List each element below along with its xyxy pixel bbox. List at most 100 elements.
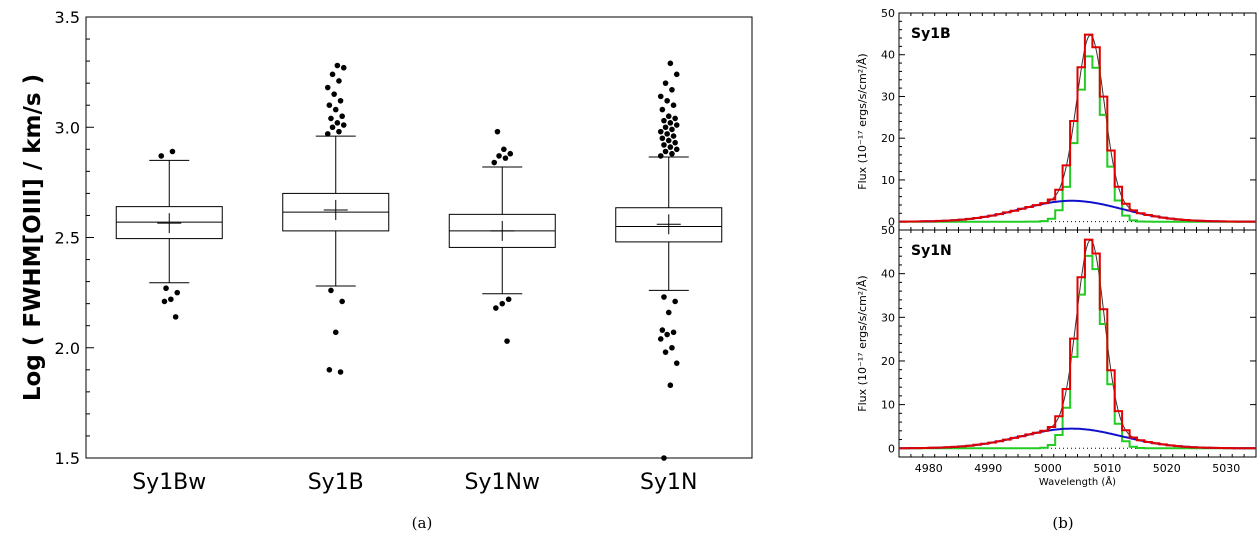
outlier-point xyxy=(158,153,165,159)
outlier-point xyxy=(667,144,674,150)
outlier-point xyxy=(336,128,342,135)
outlier-point xyxy=(657,336,664,342)
x-tick-label: 5030 xyxy=(1212,462,1240,475)
outlier-point xyxy=(661,117,667,124)
outlier-point xyxy=(659,135,666,142)
y-tick-label: 20 xyxy=(881,132,895,145)
x-tick-label: 5000 xyxy=(1034,462,1062,475)
x-axis-label: Wavelength (Å) xyxy=(1039,475,1116,488)
outlier-point xyxy=(673,122,680,128)
outlier-point xyxy=(669,126,675,133)
outlier-point xyxy=(664,131,670,137)
outlier-point xyxy=(340,122,347,128)
outlier-point xyxy=(665,309,672,316)
broad-component-line xyxy=(899,199,1256,223)
outlier-point xyxy=(667,60,674,67)
outlier-point xyxy=(672,139,678,146)
category-label: Sy1Bw xyxy=(132,470,206,495)
narrow-component-line xyxy=(899,55,1256,223)
outlier-point xyxy=(662,349,669,355)
outlier-point xyxy=(673,71,680,78)
y-tick-label: 30 xyxy=(881,311,895,324)
outlier-point xyxy=(337,369,344,375)
outlier-point xyxy=(659,106,666,113)
outlier-point xyxy=(661,455,667,461)
x-tick-label: 4980 xyxy=(915,462,943,475)
outlier-point xyxy=(328,287,334,294)
outlier-point xyxy=(501,146,507,153)
outlier-point xyxy=(665,137,672,144)
outlier-point xyxy=(657,93,664,100)
y-tick-label: 10 xyxy=(881,174,895,187)
outlier-point xyxy=(507,150,514,157)
outlier-point xyxy=(664,331,670,338)
y-tick-label: 0 xyxy=(888,442,895,455)
outlier-point xyxy=(672,298,678,305)
outlier-point xyxy=(669,344,675,351)
outlier-point xyxy=(336,78,342,84)
outlier-point xyxy=(334,62,341,69)
total-fit-line xyxy=(899,33,1256,223)
y-tick-label: 3.5 xyxy=(55,8,80,27)
outlier-point xyxy=(339,113,345,120)
y-tick-label: 50 xyxy=(881,7,895,20)
outlier-point xyxy=(670,102,677,108)
outlier-point xyxy=(326,367,333,373)
outlier-point xyxy=(161,298,168,305)
outlier-point xyxy=(673,146,680,153)
outlier-point xyxy=(669,150,675,157)
outlier-point xyxy=(499,300,506,307)
outlier-point xyxy=(662,80,669,86)
panel-label: Sy1N xyxy=(911,243,952,259)
outlier-point xyxy=(491,159,498,166)
outlier-point xyxy=(324,131,331,137)
outlier-point xyxy=(662,124,669,131)
broad-component-line xyxy=(899,427,1256,450)
outlier-point xyxy=(324,84,331,91)
y-tick-label: 2.0 xyxy=(55,339,80,358)
outlier-point xyxy=(340,64,347,71)
y-tick-label: 30 xyxy=(881,90,895,103)
y-tick-label: 0 xyxy=(888,216,895,229)
outlier-point xyxy=(339,298,345,305)
outlier-point xyxy=(328,115,334,122)
y-tick-label: 1.5 xyxy=(55,449,80,468)
spectra-panel: 0 10 20 30 40 50 Flux (10⁻¹⁷ ergs/s/cm²/Å) Sy1B… xyxy=(856,7,1257,488)
outlier-point xyxy=(337,97,344,104)
outlier-point xyxy=(331,91,337,97)
outlier-point xyxy=(326,102,333,108)
outlier-point xyxy=(332,106,339,113)
y-tick-label: 20 xyxy=(881,355,895,368)
outlier-point xyxy=(172,314,179,320)
category-label: Sy1N xyxy=(640,470,697,495)
y-tick-label: 3.0 xyxy=(55,118,80,137)
outlier-point xyxy=(504,338,510,344)
outlier-point xyxy=(667,120,674,126)
outlier-point xyxy=(493,305,499,311)
outlier-point xyxy=(163,285,169,292)
outlier-point xyxy=(174,289,181,296)
outlier-point xyxy=(672,115,678,122)
outlier-point xyxy=(657,128,664,135)
x-tick-label: 5010 xyxy=(1093,462,1121,475)
outlier-point xyxy=(659,327,666,333)
category-label: Sy1Nw xyxy=(465,470,540,495)
panel-label: Sy1B xyxy=(911,26,951,42)
category-label: Sy1B xyxy=(308,470,364,495)
y-tick-label: 10 xyxy=(881,399,895,412)
outlier-point xyxy=(670,329,677,336)
outlier-point xyxy=(496,153,502,159)
outlier-point xyxy=(168,296,174,303)
outlier-point xyxy=(334,120,341,126)
outlier-point xyxy=(502,155,509,161)
total-fit-line xyxy=(899,238,1256,450)
y-axis-label: Flux (10⁻¹⁷ ergs/s/cm²/Å) xyxy=(856,53,869,189)
y-tick-label: 2.5 xyxy=(55,229,80,248)
caption-a: (a) xyxy=(412,514,433,532)
outlier-point xyxy=(673,360,680,366)
outlier-point xyxy=(329,71,336,78)
outlier-point xyxy=(657,153,664,159)
boxplot-panel: 1.5 2.0 2.5 3.0 3.5 Log ( FWHM[OIII] / km/s )… xyxy=(20,8,753,495)
outlier-point xyxy=(661,294,667,300)
